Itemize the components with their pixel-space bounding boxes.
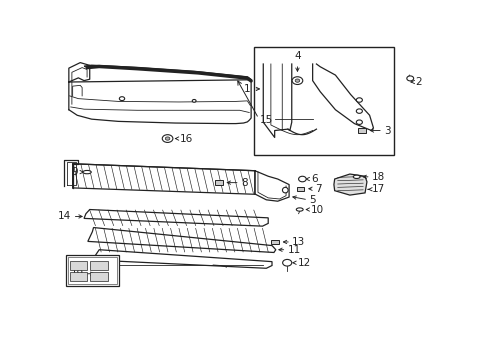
Circle shape	[356, 109, 363, 113]
Text: 14: 14	[58, 211, 72, 221]
Polygon shape	[271, 240, 279, 244]
Bar	[70, 273, 87, 281]
Circle shape	[120, 97, 124, 100]
Circle shape	[295, 79, 300, 82]
Ellipse shape	[282, 187, 288, 193]
Text: 12: 12	[298, 258, 311, 268]
Polygon shape	[358, 128, 366, 133]
Text: 8: 8	[241, 177, 247, 188]
Text: 4: 4	[294, 51, 301, 61]
Circle shape	[356, 98, 363, 102]
Polygon shape	[215, 180, 222, 185]
Circle shape	[298, 176, 306, 182]
Circle shape	[407, 76, 414, 81]
Circle shape	[283, 260, 292, 266]
Ellipse shape	[353, 175, 360, 179]
Circle shape	[165, 137, 170, 140]
Text: 15: 15	[260, 115, 273, 125]
Polygon shape	[297, 186, 304, 191]
Bar	[68, 257, 117, 284]
Polygon shape	[334, 174, 367, 195]
Bar	[91, 273, 108, 281]
Text: 19: 19	[71, 269, 84, 279]
Bar	[91, 261, 108, 270]
Circle shape	[356, 120, 363, 125]
Text: 5: 5	[309, 195, 316, 205]
Circle shape	[162, 135, 173, 143]
Circle shape	[192, 99, 196, 102]
Text: 7: 7	[315, 184, 321, 194]
Text: 2: 2	[416, 77, 422, 87]
Text: 6: 6	[311, 174, 318, 184]
Bar	[66, 255, 119, 286]
Text: 11: 11	[288, 245, 301, 255]
Text: 9: 9	[72, 167, 78, 177]
Ellipse shape	[83, 170, 91, 174]
Text: 18: 18	[372, 172, 385, 182]
Circle shape	[292, 77, 303, 85]
Text: 17: 17	[372, 184, 385, 194]
Text: 13: 13	[292, 237, 305, 247]
Text: 1: 1	[244, 84, 250, 94]
Text: 16: 16	[180, 134, 194, 144]
Text: 10: 10	[311, 204, 324, 215]
Bar	[254, 48, 393, 156]
Ellipse shape	[296, 208, 303, 211]
Bar	[70, 261, 87, 270]
Text: 3: 3	[384, 126, 391, 135]
